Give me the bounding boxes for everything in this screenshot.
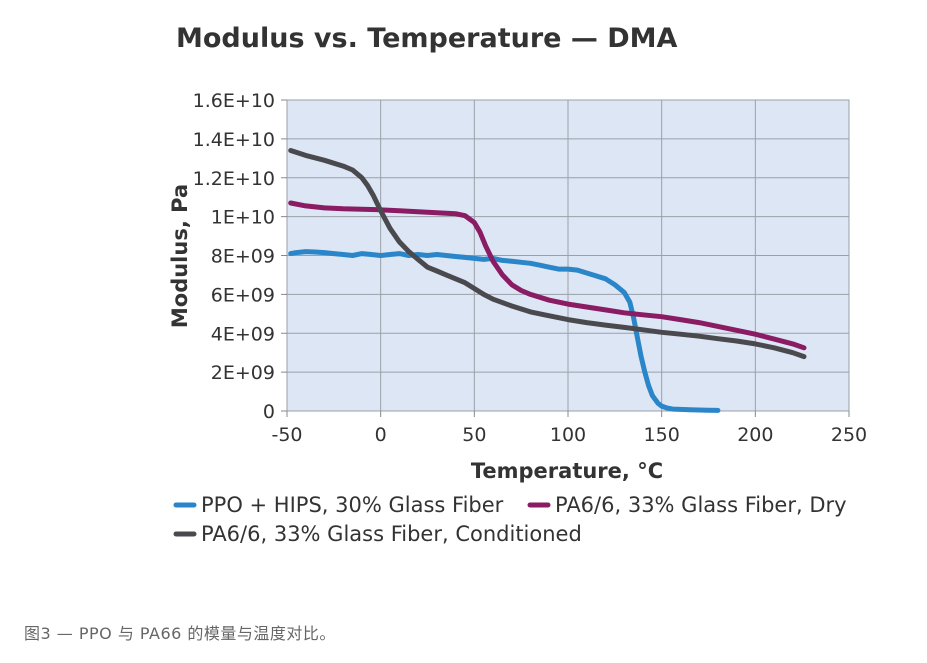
series-line-1 (288, 249, 721, 413)
x-tick-label: 150 (644, 424, 680, 446)
y-tick-label: 2E+09 (211, 362, 275, 384)
legend-item-1: PPO + HIPS, 30% Glass Fiber (173, 493, 504, 517)
y-tick-label: 8E+09 (211, 246, 275, 268)
series-lines (288, 148, 807, 413)
y-axis: 0 2E+09 4E+09 6E+09 8E+09 1E+10 1.2E+10 1.4E+10… (193, 90, 287, 423)
x-tick-label: 200 (737, 424, 773, 446)
x-axis: -50 0 50 100 150 200 250 (271, 411, 867, 446)
x-tick-label: 50 (462, 424, 486, 446)
y-tick-label: 0 (263, 401, 275, 423)
legend-label: PA6/6, 33% Glass Fiber, Conditioned (201, 522, 582, 546)
x-axis-label: Temperature, °C (471, 459, 663, 483)
legend-label: PPO + HIPS, 30% Glass Fiber (201, 493, 504, 517)
x-tick-label: 100 (550, 424, 586, 446)
x-tick-label: 0 (375, 424, 387, 446)
chart: Modulus vs. Temperature — DMA 0 2E+09 4E+0… (168, 23, 867, 546)
legend: PPO + HIPS, 30% Glass Fiber PA6/6, 33% Gl… (173, 493, 847, 546)
chart-title: Modulus vs. Temperature — DMA (176, 23, 678, 54)
series-line-3 (288, 148, 807, 360)
x-tick-label: -50 (271, 424, 302, 446)
y-tick-label: 4E+09 (211, 323, 275, 345)
y-tick-label: 1.6E+10 (193, 90, 275, 112)
legend-item-2: PA6/6, 33% Glass Fiber, Dry (527, 493, 847, 517)
x-tick-label: 250 (831, 424, 867, 446)
y-tick-label: 1.4E+10 (193, 129, 275, 151)
legend-item-3: PA6/6, 33% Glass Fiber, Conditioned (173, 522, 582, 546)
figure-caption: 图3 — PPO 与 PA66 的模量与温度对比。 (24, 624, 336, 643)
y-tick-label: 1E+10 (211, 207, 275, 229)
legend-label: PA6/6, 33% Glass Fiber, Dry (555, 493, 847, 517)
y-tick-label: 6E+09 (211, 284, 275, 306)
series-line-2 (288, 200, 807, 351)
y-tick-label: 1.2E+10 (193, 168, 275, 190)
y-axis-label: Modulus, Pa (168, 184, 192, 328)
